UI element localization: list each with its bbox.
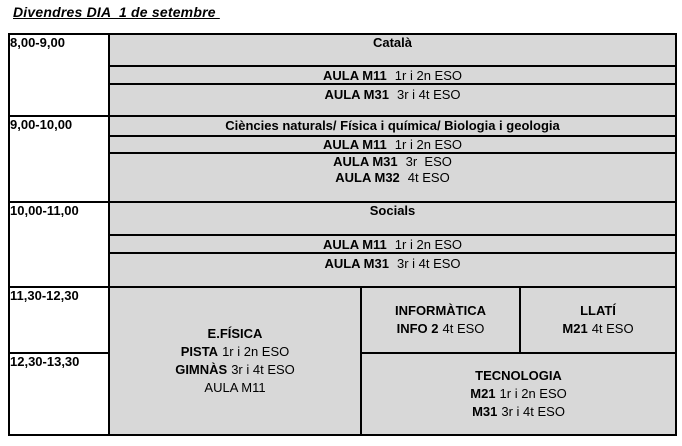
room-name: PISTA [180,344,219,359]
room-group: 1r i 2n ESO [222,344,290,359]
room-line: M31 3r i 4t ESO [363,403,674,421]
time-slot-1: 8,00-9,00 [8,33,110,117]
room-name: AULA M31 [333,154,398,169]
time-slot-5: 12,30-13,30 [8,352,110,436]
room-name: AULA M11 [322,137,387,152]
room-row-ciencies-1: AULA M11 1r i 2n ESO [108,135,677,154]
room-group: 4t ESO [591,321,634,336]
room-name: AULA M31 [324,87,389,102]
room-group: 4t ESO [407,170,450,185]
room-row-catala-2: AULA M31 3r i 4t ESO [108,83,677,117]
subject-socials: Socials [108,201,677,236]
room-row-socials-1: AULA M11 1r i 2n ESO [108,234,677,254]
room-group: 3r i 4t ESO [396,87,461,102]
room-name: M21 [562,321,588,336]
subject-efisica: E.FÍSICA [207,326,263,341]
page-title: Divendres DIA 1 de setembre [13,4,220,20]
time-slot-4: 11,30-12,30 [8,286,110,354]
room-name: AULA M31 [324,256,389,271]
room-group: 4t ESO [442,321,485,336]
room-row-ciencies-2: AULA M31 3r ESO AULA M32 4t ESO [108,152,677,203]
room-name: AULA M32 [335,170,400,185]
room-line: AULA M32 4t ESO [111,170,674,186]
room-row-socials-2: AULA M31 3r i 4t ESO [108,252,677,288]
cell-tecnologia: TECNOLOGIA M21 1r i 2n ESO M31 3r i 4t ESO [360,352,677,436]
room-group: 1r i 2n ESO [394,137,462,152]
room-line: PISTA 1r i 2n ESO [111,343,359,361]
subject-catala: Català [108,33,677,67]
room-line: AULA M31 3r ESO [111,154,674,170]
cell-informatica: INFORMÀTICA INFO 2 4t ESO [360,286,521,354]
subject-ciencies: Ciències naturals/ Física i química/ Bio… [108,115,677,137]
room-name: GIMNÀS [175,362,228,377]
room-name: M21 [470,386,496,401]
room-group: 1r i 2n ESO [499,386,567,401]
room-line: GIMNÀS 3r i 4t ESO [111,361,359,379]
room-line: INFO 2 4t ESO [363,320,518,338]
time-slot-2: 9,00-10,00 [8,115,110,203]
timetable: 8,00-9,00 Català AULA M11 1r i 2n ESO AUL… [8,33,677,436]
cell-efisica: E.FÍSICA PISTA 1r i 2n ESO GIMNÀS 3r i 4t … [108,286,362,436]
room-row-catala-1: AULA M11 1r i 2n ESO [108,65,677,85]
room-name: AULA M11 [322,67,387,83]
room-line: AULA M11 [111,379,359,397]
room-group: 1r i 2n ESO [394,67,462,83]
room-name: M31 [472,404,498,419]
room-line: M21 1r i 2n ESO [363,385,674,403]
room-group: 3r i 4t ESO [231,362,295,377]
subject-informatica: INFORMÀTICA [395,303,486,318]
room-name: INFO 2 [396,321,439,336]
room-name: AULA M11 [322,236,387,252]
cell-llati: LLATÍ M21 4t ESO [519,286,677,354]
subject-llati: LLATÍ [580,303,616,318]
room-group: 3r ESO [405,154,452,169]
subject-tecnologia: TECNOLOGIA [475,368,562,383]
room-group: 3r i 4t ESO [501,404,565,419]
room-group: 3r i 4t ESO [396,256,461,271]
room-line: M21 4t ESO [522,320,674,338]
time-slot-3: 10,00-11,00 [8,201,110,288]
room-group: AULA M11 [204,380,266,395]
room-group: 1r i 2n ESO [394,236,462,252]
